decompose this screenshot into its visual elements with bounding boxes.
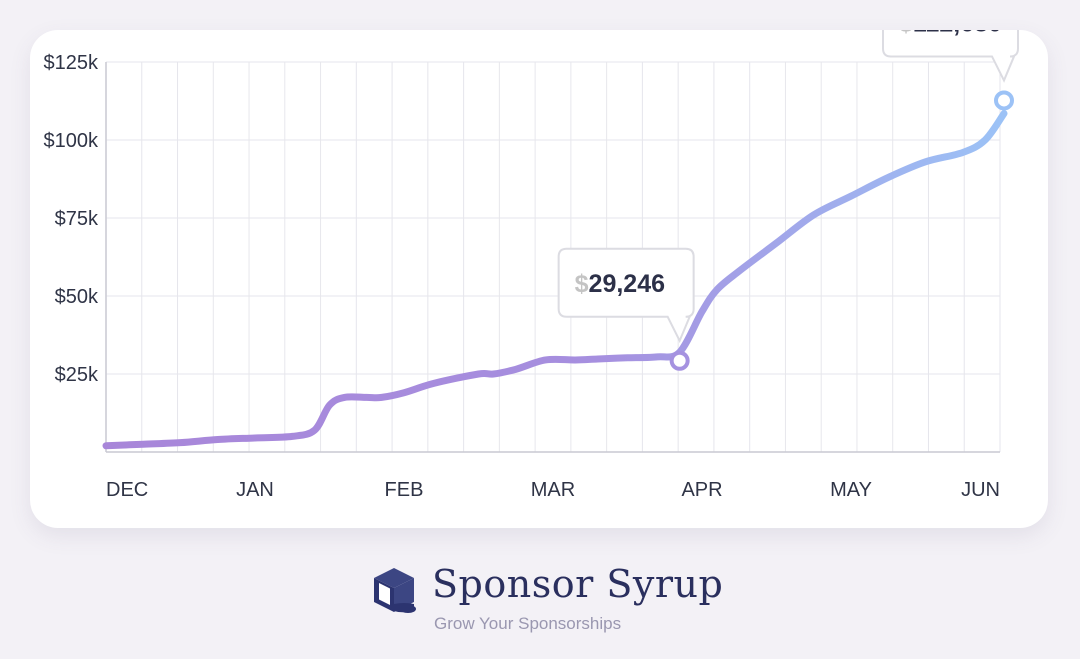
- revenue-series-line: [102, 109, 1008, 450]
- chart-grid: [106, 61, 1001, 452]
- chart-series: [102, 109, 1008, 450]
- x-tick-label: APR: [681, 479, 722, 501]
- brand-tagline: Grow Your Sponsorships: [434, 614, 622, 633]
- chart-axes: [105, 62, 1000, 453]
- chart-annotations: $29,246$112,680: [557, 30, 1019, 371]
- callout-value: 29,246: [589, 270, 665, 298]
- callout-currency: $: [575, 270, 589, 298]
- x-axis-ticks: DEC JAN FEB MAR APR MAY JUN: [106, 479, 1000, 501]
- x-tick-label: MAR: [531, 479, 575, 501]
- y-tick-label: $125k: [44, 52, 99, 74]
- data-point-marker[interactable]: [669, 350, 690, 371]
- callout-bubble: [882, 30, 1019, 83]
- data-point-marker[interactable]: [994, 90, 1014, 111]
- x-tick-label: FEB: [385, 479, 424, 501]
- callout-value: 112,680: [913, 30, 1002, 37]
- brand-name: Sponsor Syrup: [432, 562, 724, 606]
- brand-footer: Sponsor Syrup Grow Your Sponsorships: [370, 560, 730, 640]
- callout-currency: $: [899, 30, 913, 37]
- svg-text:$112,680: $112,680: [899, 30, 1002, 37]
- y-tick-label: $25k: [55, 364, 99, 386]
- x-tick-label: MAY: [830, 479, 872, 501]
- value-callout: $112,680: [882, 30, 1019, 111]
- callout-bubble: [557, 247, 695, 344]
- value-callout: $29,246: [557, 247, 695, 371]
- chart-card: $125k $100k $75k $50k $25k DEC JAN FEB MAR APR MA…: [30, 30, 1048, 528]
- x-tick-label: JUN: [961, 479, 1000, 501]
- x-tick-label: JAN: [236, 479, 274, 501]
- y-tick-label: $100k: [44, 130, 99, 152]
- syrup-box-icon: [374, 568, 416, 613]
- x-tick-label: DEC: [106, 479, 148, 501]
- svg-text:$29,246: $29,246: [575, 270, 665, 298]
- revenue-chart: $125k $100k $75k $50k $25k DEC JAN FEB MAR APR MA…: [44, 30, 1019, 501]
- y-tick-label: $75k: [55, 208, 99, 230]
- y-axis-ticks: $125k $100k $75k $50k $25k: [44, 52, 99, 386]
- y-tick-label: $50k: [55, 286, 99, 308]
